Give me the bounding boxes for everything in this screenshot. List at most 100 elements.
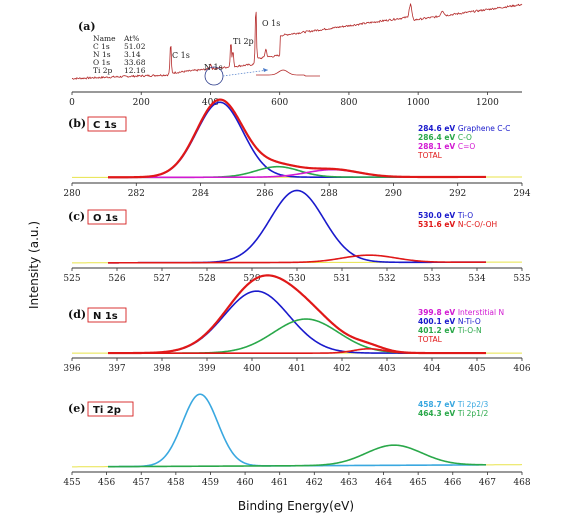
x-tick-label: 400 — [243, 364, 260, 374]
x-tick-label: 466 — [444, 478, 461, 488]
panel-label-a: (a) — [78, 20, 96, 33]
panel-e: 455 456 457 458 459 460 461 462 463 464 465 466 467 4… — [63, 393, 531, 488]
x-tick-label: 405 — [468, 364, 485, 374]
x-tick-label: 396 — [63, 364, 80, 374]
x-tick-label: 463 — [340, 478, 357, 488]
legend-entry: 284.6 eV Graphene C-C — [418, 124, 510, 133]
composition-name: N 1s — [93, 50, 111, 59]
x-tick-label: 456 — [98, 478, 115, 488]
panel-label-d: (d) — [68, 308, 86, 321]
x-tick-label: 294 — [513, 189, 530, 199]
x-tick-label: 282 — [128, 189, 145, 199]
x-tick-label: 464 — [375, 478, 392, 488]
x-tick-label: 534 — [468, 274, 485, 284]
x-tick-label: 462 — [306, 478, 323, 488]
x-tick-label: 290 — [385, 189, 402, 199]
element-label-e: Ti 2p — [93, 405, 121, 416]
x-tick-label: 467 — [479, 478, 496, 488]
panel-label-e: (e) — [68, 402, 85, 415]
x-tick-label: 468 — [513, 478, 530, 488]
element-label-box — [87, 401, 134, 417]
x-tick-label: 397 — [108, 364, 125, 374]
y-axis-title: Intensity (a.u.) — [27, 221, 41, 309]
x-tick-label: 455 — [63, 478, 80, 488]
element-label-box — [87, 116, 127, 132]
survey-line — [71, 3, 523, 80]
legend-entry: 464.3 eV Ti 2p1/2 — [418, 409, 488, 418]
x-tick-label: 401 — [288, 364, 305, 374]
x-tick-label: 800 — [340, 98, 357, 108]
legend-value: 401.2 eV — [418, 326, 458, 335]
legend-name: Interstitial N — [458, 308, 504, 317]
legend-entry: 288.1 eV C=O — [418, 142, 475, 151]
peak-label: O 1s — [262, 19, 280, 28]
x-tick-label: 280 — [63, 189, 80, 199]
x-tick-label: 402 — [333, 364, 350, 374]
legend-entry: TOTAL — [417, 151, 443, 160]
legend-entry: TOTAL — [417, 335, 443, 344]
x-tick-label: 465 — [410, 478, 427, 488]
x-tick-label: 527 — [153, 274, 170, 284]
panel-label-b: (b) — [68, 117, 86, 130]
x-tick-label: 403 — [378, 364, 395, 374]
peak-label: C 1s — [172, 51, 190, 60]
legend-name: TOTAL — [417, 151, 443, 160]
x-tick-label: 531 — [333, 274, 350, 284]
n1s-inset-line — [256, 69, 320, 77]
x-tick-label: 457 — [133, 478, 150, 488]
legend-entry: 531.6 eV N-C-O/-OH — [418, 220, 497, 229]
component-line — [108, 254, 486, 264]
legend-name: N-Ti-O — [458, 317, 481, 326]
legend-entry: 401.2 eV Ti-O-N — [418, 326, 482, 335]
composition-header-name: Name — [93, 34, 116, 43]
x-tick-label: 461 — [271, 478, 288, 488]
legend-value: 531.6 eV — [418, 220, 458, 229]
x-tick-label: 404 — [423, 364, 440, 374]
legend-name: Ti 2p1/2 — [457, 409, 489, 418]
x-tick-label: 533 — [423, 274, 440, 284]
legend-value: 400.1 eV — [418, 317, 458, 326]
element-label-b: C 1s — [93, 120, 117, 131]
x-tick-label: 600 — [271, 98, 288, 108]
legend-value: 530.0 eV — [418, 211, 458, 220]
panel-label-c: (c) — [68, 210, 85, 223]
panel-c: 525 526 527 528 529 530 531 532 533 534 535 (c) O 1s… — [63, 189, 531, 284]
element-label-d: N 1s — [93, 311, 118, 322]
x-tick-label: 288 — [321, 189, 338, 199]
composition-name: Ti 2p — [93, 66, 113, 75]
x-tick-label: 0 — [69, 98, 75, 108]
total-envelope-line — [107, 98, 487, 179]
panel-d: 396 397 398 399 400 401 402 403 404 405 406 (d) N 1s… — [63, 274, 531, 374]
legend-entry: 400.1 eV N-Ti-O — [418, 317, 481, 326]
x-tick-label: 535 — [513, 274, 530, 284]
composition-value: 12.16 — [124, 66, 146, 75]
zoom-arrow-head — [263, 68, 268, 72]
legend-name: N-C-O/-OH — [458, 220, 497, 229]
legend-name: Ti 2p2/3 — [457, 400, 489, 409]
legend-name: Ti-O — [457, 211, 473, 220]
x-tick-label: 286 — [256, 189, 273, 199]
x-tick-label: 1000 — [407, 98, 430, 108]
x-tick-label: 1200 — [476, 98, 499, 108]
legend-value: 399.8 eV — [418, 308, 458, 317]
element-label-box — [87, 209, 127, 225]
x-tick-label: 458 — [167, 478, 184, 488]
x-tick-label: 459 — [202, 478, 219, 488]
x-tick-label: 528 — [198, 274, 215, 284]
composition-name: O 1s — [93, 58, 110, 67]
x-tick-label: 284 — [192, 189, 209, 199]
legend-entry: 458.7 eV Ti 2p2/3 — [418, 400, 488, 409]
legend-name: TOTAL — [417, 335, 443, 344]
composition-value: 33.68 — [124, 58, 146, 67]
x-tick-label: 532 — [378, 274, 395, 284]
x-tick-label: 400 — [202, 98, 219, 108]
element-label-box — [87, 307, 127, 323]
x-tick-label: 530 — [288, 274, 305, 284]
legend-name: C=O — [458, 142, 476, 151]
legend-value: 458.7 eV — [418, 400, 458, 409]
legend-entry: 530.0 eV Ti-O — [418, 211, 473, 220]
component-line — [107, 444, 486, 468]
x-axis-title: Binding Energy(eV) — [238, 499, 354, 513]
total-envelope-line — [107, 274, 487, 355]
